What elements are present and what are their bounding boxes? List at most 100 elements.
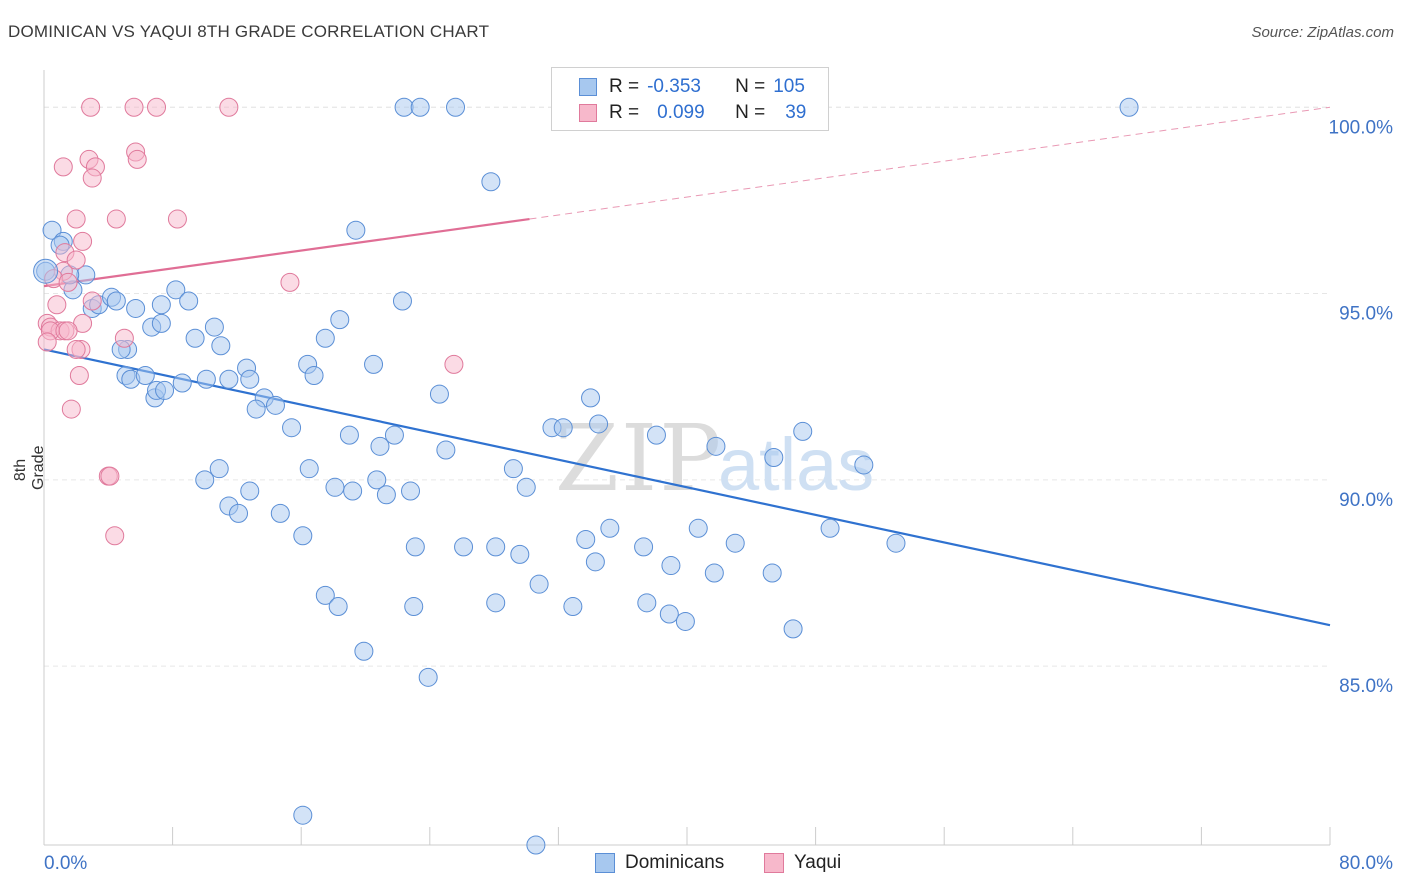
point-dominicans (299, 459, 319, 479)
point-yaqui (66, 209, 86, 229)
point-yaqui (82, 168, 102, 188)
legend-label-dominicans: Dominicans (625, 852, 725, 873)
point-dominicans (126, 298, 146, 318)
point-dominicans (328, 597, 348, 617)
point-dominicans (270, 503, 290, 523)
point-dominicans (706, 436, 726, 456)
point-dominicans (526, 835, 546, 855)
point-dominicans (429, 384, 449, 404)
point-dominicans (325, 477, 345, 497)
legend-label-yaqui: Yaqui (794, 852, 842, 873)
y-tick-label: 95.0% (1339, 304, 1393, 325)
point-dominicans (155, 380, 175, 400)
point-dominicans (384, 425, 404, 445)
legend-swatch-yaqui (579, 104, 597, 122)
legend-n-value: 39 (785, 102, 807, 123)
point-dominicans (661, 556, 681, 576)
point-dominicans (282, 418, 302, 438)
legend-swatch-dominicans (579, 78, 597, 96)
point-dominicans (510, 544, 530, 564)
point-dominicans (339, 425, 359, 445)
legend-r-label: R = (609, 102, 640, 123)
point-dominicans (240, 369, 260, 389)
point-dominicans (563, 597, 583, 617)
point-dominicans (151, 313, 171, 333)
point-dominicans (581, 388, 601, 408)
point-dominicans (503, 459, 523, 479)
point-dominicans (204, 317, 224, 337)
point-dominicans (486, 593, 506, 613)
point-dominicans (446, 97, 466, 117)
point-yaqui (69, 366, 89, 386)
point-dominicans (589, 414, 609, 434)
legend-n-value: 105 (773, 76, 805, 97)
point-dominicans (304, 366, 324, 386)
point-yaqui (82, 291, 102, 311)
point-dominicans (135, 366, 155, 386)
point-dominicans (688, 518, 708, 538)
point-yaqui (58, 272, 78, 292)
point-yaqui (106, 209, 126, 229)
point-dominicans (404, 597, 424, 617)
point-yaqui (73, 231, 93, 251)
stats-legend: R = -0.353 N = 105 R = 0.099 N = 39 (551, 67, 829, 131)
point-yaqui (105, 526, 125, 546)
point-dominicans (585, 552, 605, 572)
point-dominicans (637, 593, 657, 613)
point-dominicans (410, 97, 430, 117)
point-dominicans (783, 619, 803, 639)
point-dominicans (364, 354, 384, 374)
y-tick-label: 90.0% (1339, 490, 1393, 511)
point-yaqui (47, 295, 67, 315)
point-dominicans (634, 537, 654, 557)
legend-r-value: 0.099 (657, 102, 705, 123)
point-dominicans (354, 641, 374, 661)
watermark-zip: ZIP (555, 405, 723, 512)
point-dominicans (166, 280, 186, 300)
point-yaqui (280, 272, 300, 292)
point-yaqui (66, 250, 86, 270)
point-dominicans (343, 481, 363, 501)
point-dominicans (219, 369, 239, 389)
point-dominicans (346, 220, 366, 240)
point-dominicans (704, 563, 724, 583)
y-tick-label: 100.0% (1329, 117, 1394, 138)
point-dominicans (529, 574, 549, 594)
point-dominicans (762, 563, 782, 583)
point-dominicans (516, 477, 536, 497)
point-dominicans (196, 369, 216, 389)
point-dominicans (405, 537, 425, 557)
legend-n-label: N = (735, 76, 766, 97)
point-yaqui (147, 97, 167, 117)
point-dominicans (854, 455, 874, 475)
point-dominicans (392, 291, 412, 311)
point-dominicans (793, 421, 813, 441)
trend-line-yaqui (43, 217, 530, 288)
data-points (33, 97, 1139, 855)
point-dominicans (675, 611, 695, 631)
point-yaqui (127, 149, 147, 169)
legend-r-value: -0.353 (647, 76, 701, 97)
point-dominicans (367, 470, 387, 490)
point-dominicans (481, 172, 501, 192)
point-dominicans (33, 258, 59, 284)
legend-n-label: N = (735, 102, 766, 123)
point-dominicans (376, 485, 396, 505)
point-yaqui (58, 321, 78, 341)
legend-r-label: R = (609, 76, 640, 97)
point-yaqui (61, 399, 81, 419)
point-dominicans (646, 425, 666, 445)
point-dominicans (315, 328, 335, 348)
legend-item-yaqui: Yaqui (764, 852, 841, 874)
trend-line-yaqui-extension (529, 106, 1331, 220)
point-dominicans (229, 503, 249, 523)
point-yaqui (37, 332, 57, 352)
point-yaqui (66, 339, 86, 359)
point-dominicans (820, 518, 840, 538)
legend-swatch-yaqui (764, 853, 784, 873)
point-yaqui (444, 354, 464, 374)
point-dominicans (486, 537, 506, 557)
point-dominicans (576, 529, 596, 549)
point-dominicans (240, 481, 260, 501)
